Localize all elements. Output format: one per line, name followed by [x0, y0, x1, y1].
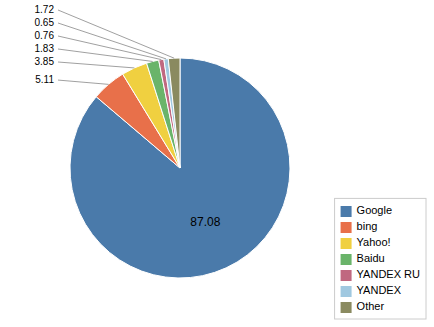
legend-label: Other	[357, 300, 385, 312]
leader-line	[58, 62, 134, 68]
legend-swatch	[341, 206, 352, 217]
data-label: 87.08	[190, 215, 220, 229]
slices	[70, 58, 290, 278]
legend-item: bing	[341, 220, 378, 233]
data-label: 5.11	[35, 74, 54, 85]
legend-frame	[335, 198, 426, 319]
legend-item: Yahoo!	[341, 236, 391, 249]
legend-label: Google	[357, 204, 392, 216]
legend-item: YANDEX RU	[341, 268, 420, 281]
data-label: 1.83	[35, 43, 55, 54]
legend-swatch	[341, 238, 352, 249]
leader-line	[58, 80, 109, 84]
slice	[168, 58, 180, 168]
legend-item: Other	[341, 300, 385, 313]
data-labels: 87.08 5.11 3.85 1.83 0.76 0.65 1.72	[35, 4, 221, 229]
leader-line	[58, 23, 166, 59]
data-label: 1.72	[35, 4, 55, 15]
legend-label: Baidu	[357, 252, 385, 264]
leader-line	[58, 10, 174, 58]
slice	[164, 59, 180, 168]
legend-swatch	[341, 302, 352, 313]
legend-swatch	[341, 270, 352, 281]
chart-container: 87.08 5.11 3.85 1.83 0.76 0.65 1.72 Google bing Y…	[0, 0, 434, 327]
legend-label: YANDEX RU	[357, 268, 420, 280]
slice	[70, 58, 290, 278]
leader-line	[58, 49, 153, 61]
data-label: 3.85	[35, 56, 55, 67]
legend: Google bing Yahoo! Baidu YANDEX RU YANDEX Othe…	[335, 198, 426, 319]
pie: 87.08 5.11 3.85 1.83 0.76 0.65 1.72	[35, 4, 290, 278]
legend-item: YANDEX	[341, 284, 402, 297]
legend-item: Google	[341, 204, 392, 217]
data-label: 0.65	[35, 17, 55, 28]
legend-label: Yahoo!	[357, 236, 391, 248]
leader-line	[58, 36, 161, 60]
legend-swatch	[341, 222, 352, 233]
legend-label: bing	[357, 220, 378, 232]
legend-item: Baidu	[341, 252, 385, 265]
legend-swatch	[341, 286, 352, 297]
chart: 87.08 5.11 3.85 1.83 0.76 0.65 1.72 Google bing Y…	[0, 0, 434, 327]
legend-swatch	[341, 254, 352, 265]
data-label: 0.76	[35, 30, 55, 41]
legend-label: YANDEX	[357, 284, 402, 296]
